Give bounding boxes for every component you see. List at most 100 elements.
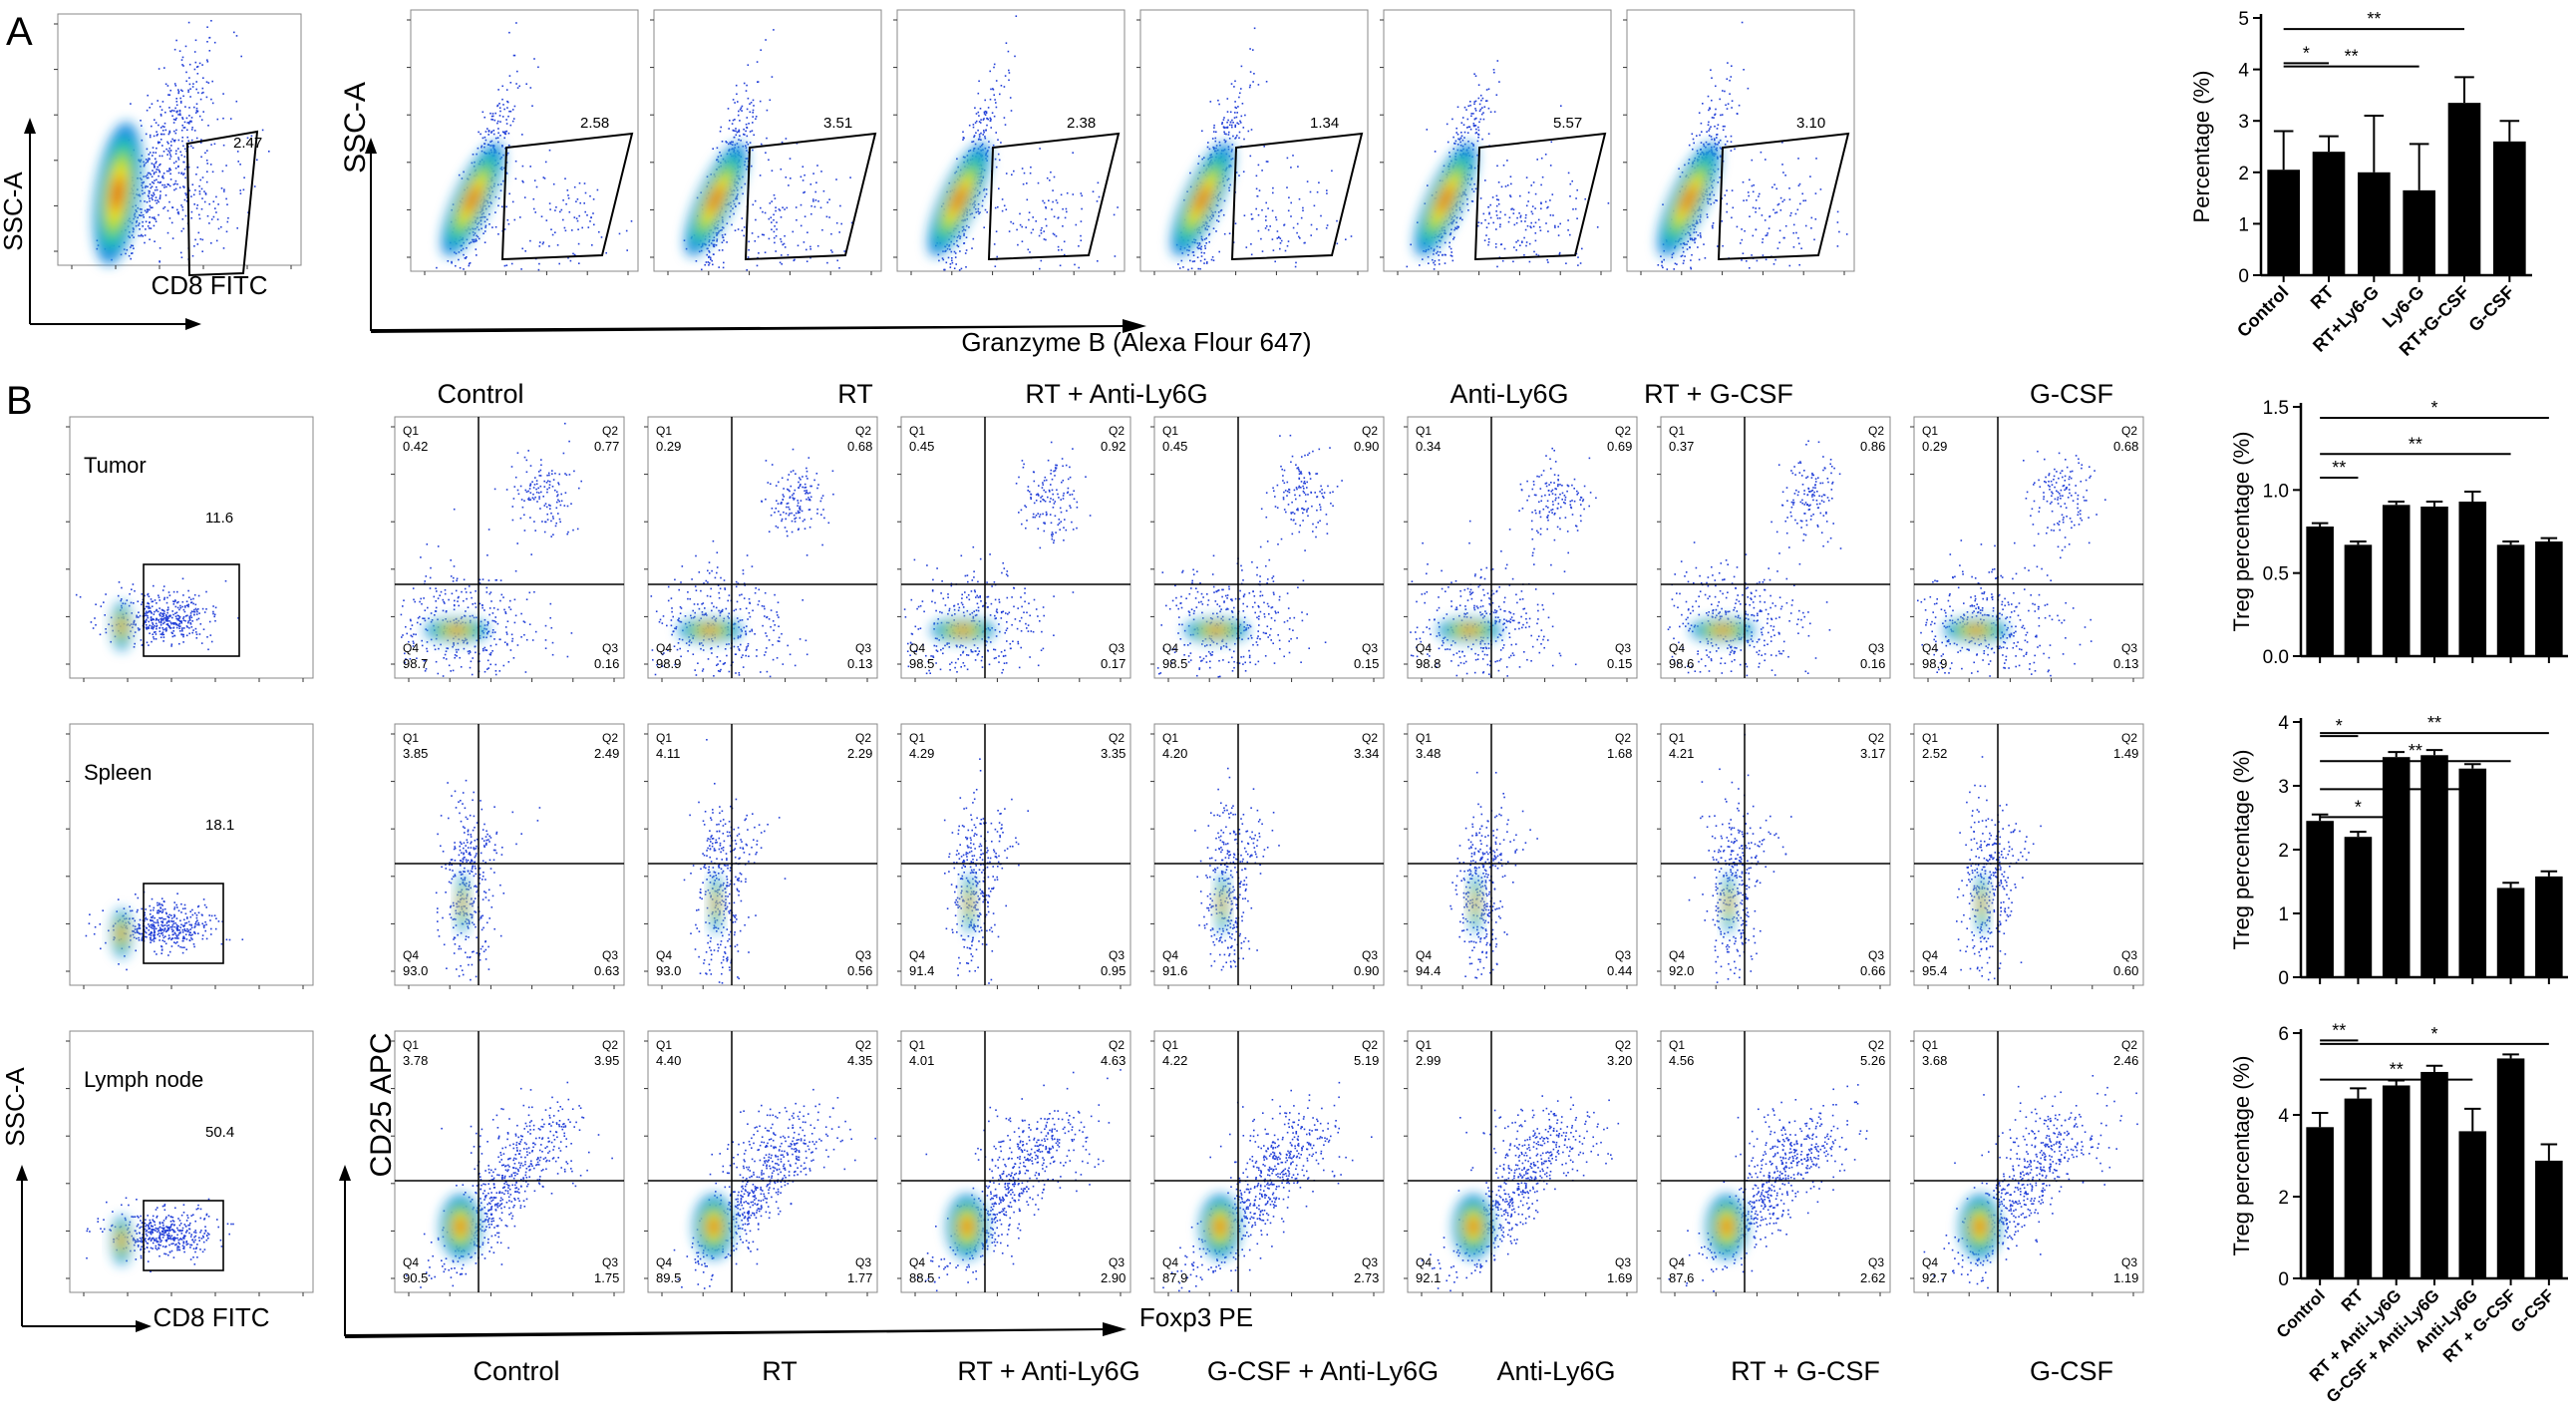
q3-value: 2.90 xyxy=(1101,1270,1126,1285)
x-arrowhead xyxy=(185,318,201,330)
bar xyxy=(2382,757,2411,977)
density-core xyxy=(928,143,990,256)
quadrant-label: Q4 xyxy=(1416,641,1432,655)
x-tick-label: Control xyxy=(2273,1285,2329,1341)
density-core xyxy=(1723,874,1735,933)
x-tick-label: Control xyxy=(2233,282,2292,341)
q1-value: 3.68 xyxy=(1922,1053,1947,1068)
bar xyxy=(2306,527,2334,656)
q3-value: 1.77 xyxy=(847,1270,872,1285)
gate-percentage: 2.47 xyxy=(233,135,262,152)
y-tick-label: 5 xyxy=(2238,9,2249,30)
plot-frame xyxy=(1153,416,1385,679)
minor-axis-ticks xyxy=(391,1040,615,1296)
gate-polygon xyxy=(1230,132,1364,261)
gate-percentage: 1.34 xyxy=(1310,115,1339,132)
quadrant-label: Q3 xyxy=(2121,948,2137,962)
minor-axis-ticks xyxy=(1623,19,1845,275)
q4-value: 92.1 xyxy=(1416,1270,1441,1285)
quadrant-label: Q3 xyxy=(602,948,618,962)
q3-value: 0.15 xyxy=(1607,656,1632,671)
x-tick-label: G-CSF xyxy=(2507,1285,2558,1336)
y-tick-label: 4 xyxy=(2278,713,2289,734)
minor-axis-ticks xyxy=(644,733,868,989)
density-core xyxy=(685,143,747,256)
density-core xyxy=(1171,143,1233,256)
bar xyxy=(2535,1160,2563,1278)
quadrant-label: Q4 xyxy=(1162,948,1178,962)
minor-axis-ticks xyxy=(391,733,615,989)
quadrant-label: Q4 xyxy=(403,641,419,655)
y-tick-label: 0 xyxy=(2238,266,2249,287)
minor-axis-ticks xyxy=(66,733,304,989)
q3-value: 1.19 xyxy=(2113,1270,2138,1285)
density-core xyxy=(1216,874,1228,933)
q1-value: 0.45 xyxy=(1162,439,1187,454)
quadrant-label: Q3 xyxy=(1109,1255,1125,1269)
q3-value: 0.13 xyxy=(847,656,872,671)
minor-axis-ticks xyxy=(897,733,1122,989)
density-core xyxy=(1658,143,1720,256)
q4-value: 87.9 xyxy=(1162,1270,1187,1285)
significance-label: ** xyxy=(2409,434,2422,454)
gate-percentage: 11.6 xyxy=(205,510,233,527)
q2-value: 5.19 xyxy=(1354,1053,1379,1068)
density-core xyxy=(1976,874,1988,933)
quadrant-label: Q4 xyxy=(1922,1255,1938,1269)
tissue-label: Tumor xyxy=(84,453,147,478)
density-core xyxy=(1944,618,2008,642)
minor-axis-ticks xyxy=(1136,19,1359,275)
q2-value: 4.63 xyxy=(1101,1053,1126,1068)
minor-axis-ticks xyxy=(1404,733,1628,989)
density-core xyxy=(963,874,975,933)
density-core xyxy=(442,143,503,256)
minor-axis-ticks xyxy=(66,1040,304,1296)
significance-label: * xyxy=(2430,1024,2437,1044)
scatter-points xyxy=(1194,767,1280,971)
quadrant-label: Q2 xyxy=(2121,424,2137,438)
bar xyxy=(2358,172,2391,275)
minor-axis-ticks xyxy=(1910,1040,2134,1296)
plot-frame xyxy=(1913,416,2144,679)
panel-b-group-label: Anti-Ly6G xyxy=(1496,1356,1615,1386)
gate-rectangle xyxy=(143,1200,224,1271)
q4-value: 93.0 xyxy=(656,963,681,978)
y-tick-label: 1 xyxy=(2278,904,2289,925)
quadrant-label: Q4 xyxy=(403,1255,419,1269)
quadrant-label: Q3 xyxy=(1362,948,1378,962)
y-tick-label: 3 xyxy=(2278,777,2289,798)
y-arrowhead xyxy=(339,1165,351,1181)
q4-value: 91.6 xyxy=(1162,963,1187,978)
q1-value: 4.01 xyxy=(909,1053,934,1068)
plot-frame xyxy=(1153,723,1385,986)
quadrant-label: Q1 xyxy=(1669,731,1685,745)
quadrant-label: Q3 xyxy=(1109,948,1125,962)
minor-axis-ticks xyxy=(1404,1040,1628,1296)
q4-value: 98.5 xyxy=(909,656,934,671)
q4-value: 89.5 xyxy=(656,1270,681,1285)
bar xyxy=(2535,541,2563,656)
panel-b-group-label: RT xyxy=(762,1356,798,1386)
gate-percentage: 3.51 xyxy=(823,115,852,132)
density-core xyxy=(425,618,488,642)
q1-value: 4.22 xyxy=(1162,1053,1187,1068)
y-tick-label: 0 xyxy=(2278,1269,2289,1290)
quadrant-label: Q4 xyxy=(1162,1255,1178,1269)
gate-percentage: 18.1 xyxy=(205,817,234,834)
minor-axis-ticks xyxy=(391,426,615,682)
y-axis-label: Treg percentage (%) xyxy=(2229,750,2254,950)
q1-value: 3.78 xyxy=(403,1053,428,1068)
quadrant-label: Q2 xyxy=(1362,1038,1378,1052)
